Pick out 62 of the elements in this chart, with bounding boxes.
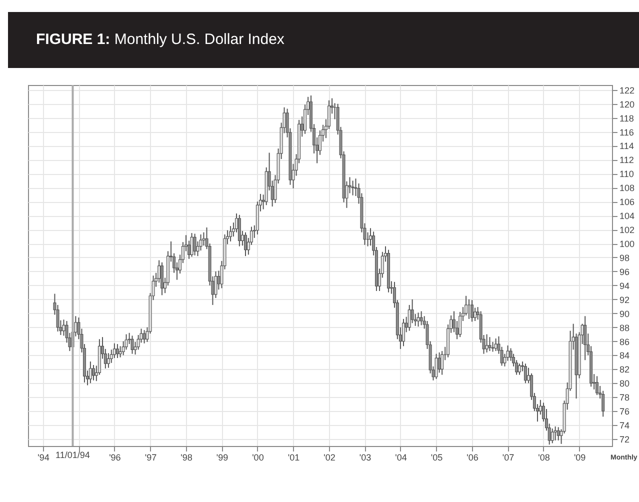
x-tick-label: '01	[288, 452, 300, 462]
candlestick	[524, 363, 527, 384]
ref-line-label: 11/01/94	[56, 450, 90, 460]
x-tick-label: '02	[324, 452, 336, 462]
x-tick-label: '98	[180, 452, 192, 462]
candlestick	[62, 319, 66, 336]
y-tick-label: 94	[620, 280, 630, 291]
y-tick-label: 106	[620, 197, 635, 208]
candlestick	[584, 316, 587, 361]
x-tick-label: '04	[395, 452, 407, 462]
y-tick-label: 114	[620, 141, 634, 152]
y-tick-label: 102	[620, 225, 635, 236]
y-tick-label: 82	[620, 364, 630, 375]
candlestick	[238, 214, 241, 247]
candlestick	[470, 300, 474, 322]
candlestick	[193, 233, 196, 256]
candlestick	[351, 180, 354, 196]
y-tick-label: 110	[620, 169, 634, 180]
x-tick-label: '99	[216, 452, 228, 462]
x-tick-label: '94	[38, 452, 50, 462]
x-tick-label: '08	[538, 452, 550, 462]
y-tick-label: 108	[620, 183, 635, 194]
x-tick-label: '00	[252, 452, 264, 462]
candlestick	[160, 262, 164, 296]
x-tick-label: '05	[430, 452, 443, 462]
y-tick-label: 80	[620, 378, 630, 389]
y-tick-label: 92	[620, 294, 630, 305]
y-tick-label: 104	[620, 211, 635, 222]
candlestick	[92, 364, 95, 381]
y-tick-label: 76	[620, 406, 630, 417]
candlestick	[410, 298, 414, 324]
chart-title: FIGURE 1: Monthly U.S. Dollar Index	[8, 12, 639, 68]
y-tick-label: 88	[620, 322, 630, 333]
y-tick-label: 98	[620, 252, 630, 263]
y-tick-label: 78	[620, 392, 630, 403]
candlestick	[556, 426, 560, 441]
candlestick	[596, 376, 599, 396]
y-tick-label: 74	[620, 420, 630, 431]
x-tick-label: '96	[109, 452, 121, 462]
y-tick-label: 116	[620, 127, 634, 138]
y-tick-label: 86	[620, 336, 630, 347]
y-tick-label: 72	[620, 434, 630, 445]
candlestick	[602, 390, 605, 418]
y-tick-label: 118	[620, 113, 634, 124]
x-tick-label: '09	[574, 452, 586, 462]
candlestick	[130, 335, 134, 354]
y-tick-label: 84	[620, 350, 630, 361]
x-tick-label: '97	[144, 452, 157, 462]
y-tick-label: 120	[620, 99, 635, 110]
x-tick-label: '06	[466, 452, 478, 462]
candlestick	[244, 232, 248, 257]
y-tick-label: 112	[620, 155, 634, 166]
y-tick-label: 122	[620, 85, 635, 96]
x-tick-label: '03	[359, 452, 372, 462]
candlestick	[491, 341, 494, 352]
y-tick-label: 100	[620, 239, 635, 250]
x-tick-label: '07	[502, 452, 514, 462]
candlestick	[488, 336, 492, 352]
candlestick	[420, 310, 423, 326]
y-tick-label: 90	[620, 308, 630, 319]
y-tick-label: 96	[620, 266, 630, 277]
candlestick	[116, 344, 119, 359]
